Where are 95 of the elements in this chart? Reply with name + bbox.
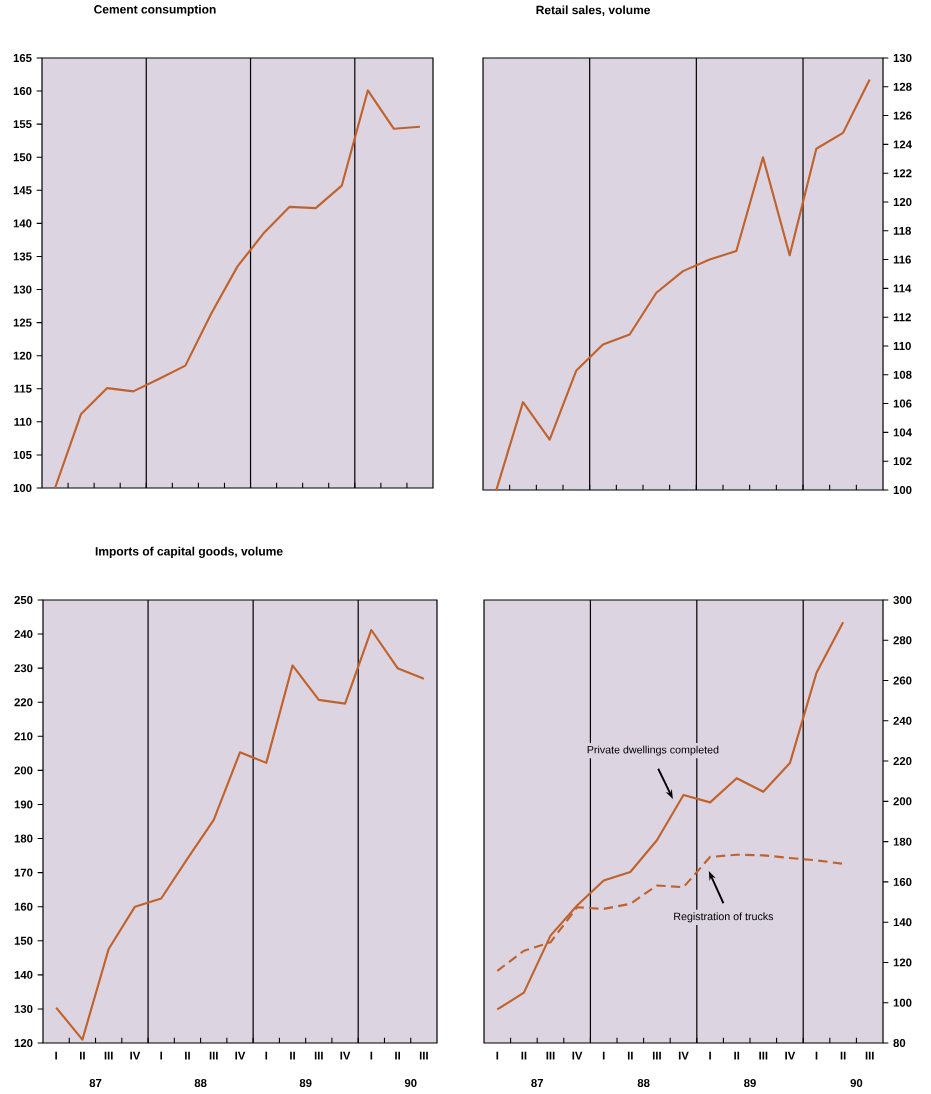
x-tick-label: IV xyxy=(340,1051,351,1060)
y-tick-label: 124 xyxy=(893,140,912,149)
y2-tick-label: 260 xyxy=(893,676,912,685)
y-tick-label: 120 xyxy=(893,197,912,206)
x-tick-label: II xyxy=(521,1051,527,1060)
text: 89 xyxy=(744,1078,756,1087)
chart-title: Retail sales, volume xyxy=(536,5,651,16)
text: 87 xyxy=(89,1078,102,1087)
text: 88 xyxy=(637,1078,650,1087)
x-tick-label: II xyxy=(185,1051,190,1060)
x-tick-label: III xyxy=(419,1051,428,1060)
y-tick-label: 150 xyxy=(14,936,33,945)
text: 90 xyxy=(404,1078,417,1087)
x-tick-label: III xyxy=(104,1051,113,1060)
line-series xyxy=(55,628,425,1041)
x-tick-label: I xyxy=(709,1051,711,1060)
y-tick-label: 122 xyxy=(893,169,912,178)
x-tick-label: II xyxy=(734,1051,740,1060)
y-tick-label: 190 xyxy=(14,800,33,809)
x-tick-label: IV xyxy=(130,1051,141,1060)
y-tick-label: 140 xyxy=(13,219,32,228)
x-tick-label: II xyxy=(80,1051,85,1060)
y2-tick-label: 300 xyxy=(893,595,912,605)
y-tick-label: 250 xyxy=(14,595,33,604)
y-tick-label: 165 xyxy=(13,53,32,62)
y-tick-label: 130 xyxy=(893,53,912,63)
x-tick-label: IV xyxy=(678,1051,689,1060)
line-series xyxy=(496,621,845,1011)
y-tick-label: 130 xyxy=(13,285,32,294)
x-tick-label: III xyxy=(652,1051,661,1060)
y-tick-label: 210 xyxy=(14,732,33,741)
y-tick-label: 220 xyxy=(14,698,33,707)
x-tick-label: IV xyxy=(572,1051,583,1060)
x-tick-label: I xyxy=(265,1051,268,1060)
y-tick-label: 130 xyxy=(14,1004,33,1013)
y-tick-label: 116 xyxy=(893,255,911,264)
y-tick-label: 240 xyxy=(14,630,33,639)
text: 88 xyxy=(194,1078,207,1087)
y-tick-label: 105 xyxy=(13,450,32,459)
x-tick-label: I xyxy=(370,1051,373,1060)
x-tick-label: I xyxy=(160,1051,163,1060)
y-tick-label: 200 xyxy=(14,766,33,775)
y-tick-label: 128 xyxy=(893,82,912,91)
text: 90 xyxy=(850,1078,863,1087)
y-tick-label: 160 xyxy=(14,902,33,911)
y2-tick-label: 80 xyxy=(893,1038,906,1047)
y-tick-label: 170 xyxy=(14,868,33,877)
y2-tick-label: 280 xyxy=(893,636,912,645)
y-tick-label: 118 xyxy=(893,226,911,235)
y-tick-label: 126 xyxy=(893,111,912,120)
y-tick-label: 125 xyxy=(13,318,32,327)
text: 89 xyxy=(299,1078,312,1087)
y-tick-label: 155 xyxy=(13,120,32,129)
y-tick-label: 160 xyxy=(13,87,32,96)
y-tick-label: 115 xyxy=(14,384,32,393)
chart-title: Cement consumption xyxy=(94,4,216,16)
y-tick-label: 120 xyxy=(14,1038,33,1047)
x-tick-label: I xyxy=(815,1051,818,1060)
y-tick-label: 100 xyxy=(893,485,912,494)
text: Registration of trucks xyxy=(674,912,774,923)
y-tick-label: 106 xyxy=(893,399,912,408)
x-tick-label: IV xyxy=(235,1051,246,1060)
x-tick-label: III xyxy=(209,1051,218,1060)
y-tick-label: 102 xyxy=(893,457,912,466)
y-tick-label: 135 xyxy=(13,252,32,261)
x-tick-label: II xyxy=(840,1051,846,1060)
x-tick-label: II xyxy=(395,1051,400,1060)
y-tick-label: 145 xyxy=(13,186,32,195)
y-tick-label: 112 xyxy=(893,313,911,322)
line-series xyxy=(495,78,871,492)
line-series xyxy=(53,89,422,490)
x-tick-label: IV xyxy=(785,1051,796,1060)
y-tick-label: 114 xyxy=(893,284,912,293)
x-tick-label: III xyxy=(759,1051,768,1060)
y-tick-label: 104 xyxy=(893,428,912,437)
y-tick-label: 108 xyxy=(893,370,912,379)
x-tick-label: II xyxy=(627,1051,633,1060)
x-tick-label: I xyxy=(55,1051,57,1060)
x-tick-label: III xyxy=(314,1051,323,1060)
y-tick-label: 150 xyxy=(13,153,32,162)
y-tick-label: 140 xyxy=(14,970,33,979)
y-tick-label: 100 xyxy=(13,483,32,492)
x-tick-label: III xyxy=(865,1051,874,1060)
y-tick-label: 230 xyxy=(14,664,33,673)
text: Private dwellings completed xyxy=(587,745,719,756)
y-tick-label: 110 xyxy=(14,417,32,426)
x-tick-label: III xyxy=(546,1051,555,1060)
chart-title: Imports of capital goods, volume xyxy=(95,546,283,558)
y-tick-label: 180 xyxy=(14,834,33,843)
y-tick-label: 120 xyxy=(13,351,32,360)
text: 87 xyxy=(531,1078,544,1087)
x-tick-label: I xyxy=(602,1051,605,1060)
x-tick-label: II xyxy=(290,1051,295,1060)
y-tick-label: 110 xyxy=(893,341,911,350)
x-tick-label: I xyxy=(496,1051,499,1060)
